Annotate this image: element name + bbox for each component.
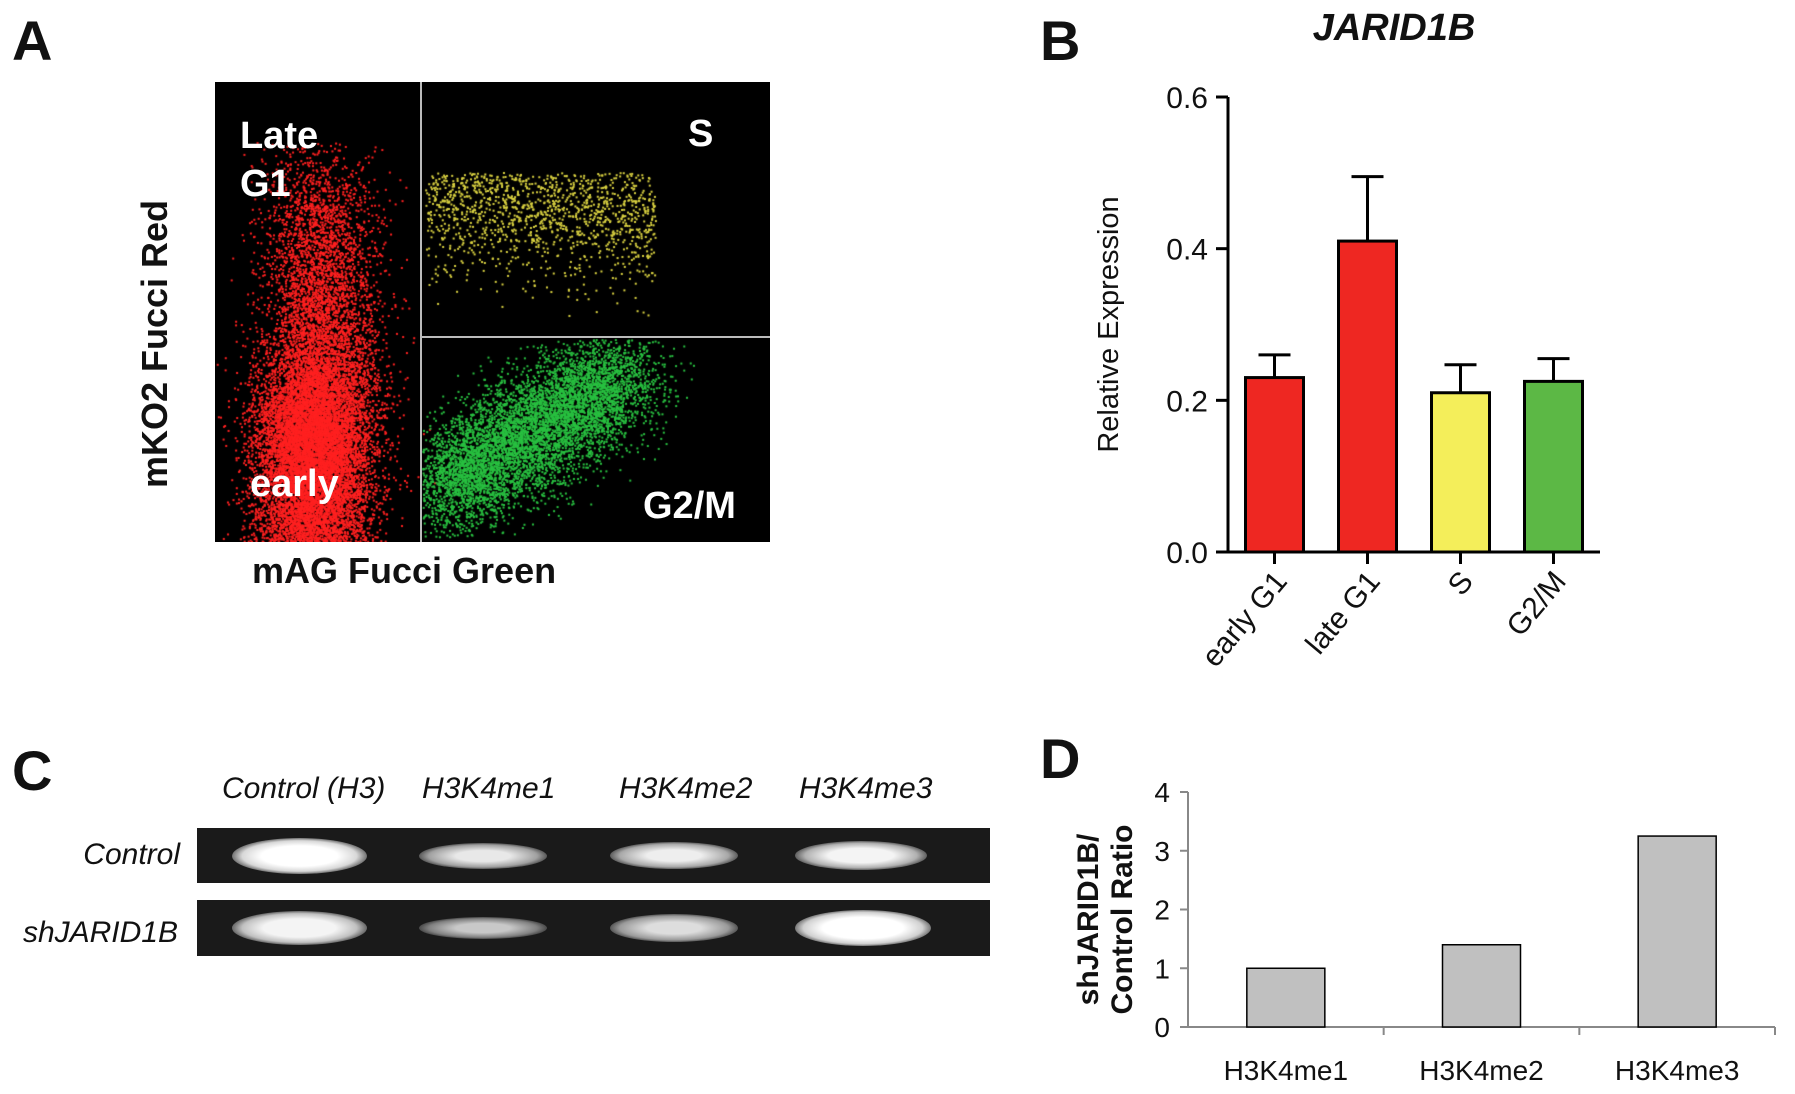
lane-label-control-h3: Control (H3) [222, 772, 386, 805]
chart-d-x-tick-label: H3K4me1 [1224, 1055, 1349, 1086]
chart-b-title: JARID1B [1313, 7, 1476, 49]
chart-d-y-tick-label: 1 [1154, 953, 1170, 984]
jarid1b-expression-chart: JARID1B Relative Expression 0.0 0.2 0.4 0.6 ea… [1093, 7, 1600, 673]
chart-b-y-tick-label: 0.2 [1166, 385, 1208, 418]
band-control-me3 [795, 841, 927, 870]
panel-d-letter: D [1040, 727, 1081, 790]
chart-b-x-tick-label: G2/M [1500, 565, 1572, 642]
row-label-control: Control [83, 838, 180, 871]
flow-scatter-canvas [215, 82, 770, 542]
chart-b-bar [1337, 239, 1398, 554]
label-s: S [688, 113, 714, 155]
lane-label-h3k4me3: H3K4me3 [799, 772, 933, 805]
chart-b-bar [1244, 376, 1305, 554]
band-sh-me2 [610, 914, 738, 942]
band-sh-h3 [232, 911, 367, 945]
chart-d-y-axis-label-line: Control Ratio [1106, 825, 1139, 1015]
fucci-flow-plot: Late G1 early S G2/M [215, 82, 770, 542]
chart-b-y-tick-label: 0.6 [1166, 82, 1208, 115]
h3k4-ratio-chart: shJARID1B/Control Ratio 0 1 2 3 4 H3K4me1 H3K4m… [1072, 777, 1776, 1086]
row-label-shjarid1b: shJARID1B [22, 916, 178, 949]
quadrant-horizontal-gate [422, 336, 770, 338]
chart-d-bar [1637, 835, 1717, 1028]
panel-a-x-axis-title: mAG Fucci Green [252, 550, 557, 591]
band-control-me1 [419, 843, 547, 869]
chart-d-y-tick-label: 4 [1154, 777, 1170, 808]
chart-d-y-tick-label: 3 [1154, 836, 1170, 867]
chart-d-y-tick-label: 2 [1154, 895, 1170, 926]
chart-d-y-tick-label: 0 [1154, 1012, 1170, 1043]
chart-b-bar [1430, 391, 1491, 554]
gel-row-shjarid1b [197, 900, 990, 956]
chart-b-x-tick-label: late G1 [1299, 565, 1386, 660]
chart-b-bar [1523, 379, 1584, 554]
band-control-me2 [610, 842, 738, 869]
gel-row-control [197, 828, 990, 883]
panel-c-letter: C [12, 739, 53, 802]
chart-d-bar [1441, 944, 1522, 1028]
quadrant-vertical-gate [420, 82, 422, 542]
band-sh-me3 [795, 910, 931, 946]
chart-b-y-tick-label: 0.4 [1166, 234, 1208, 267]
band-control-h3 [232, 838, 367, 874]
chart-b-y-axis-label: Relative Expression [1093, 196, 1125, 452]
lane-label-h3k4me1: H3K4me1 [422, 772, 556, 805]
chart-d-y-axis-label: shJARID1B/Control Ratio [1072, 825, 1139, 1015]
band-sh-me1 [419, 917, 547, 939]
chart-d-y-axis-label-line: shJARID1B/ [1072, 833, 1105, 1005]
chart-d-x-tick-label: H3K4me3 [1615, 1055, 1740, 1086]
label-early: early [250, 463, 339, 505]
chart-b-y-tick-label: 0.0 [1166, 537, 1208, 570]
chart-b-x-tick-label: early G1 [1196, 565, 1294, 673]
chart-d-x-tick-label: H3K4me2 [1419, 1055, 1544, 1086]
lane-label-h3k4me2: H3K4me2 [619, 772, 753, 805]
panel-b-letter: B [1040, 9, 1081, 72]
label-g2m: G2/M [643, 485, 736, 527]
panel-a-letter: A [12, 9, 53, 72]
label-late-g1: Late G1 [240, 115, 319, 205]
chart-b-x-tick-label: S [1442, 565, 1480, 602]
chart-d-bar [1246, 967, 1326, 1028]
